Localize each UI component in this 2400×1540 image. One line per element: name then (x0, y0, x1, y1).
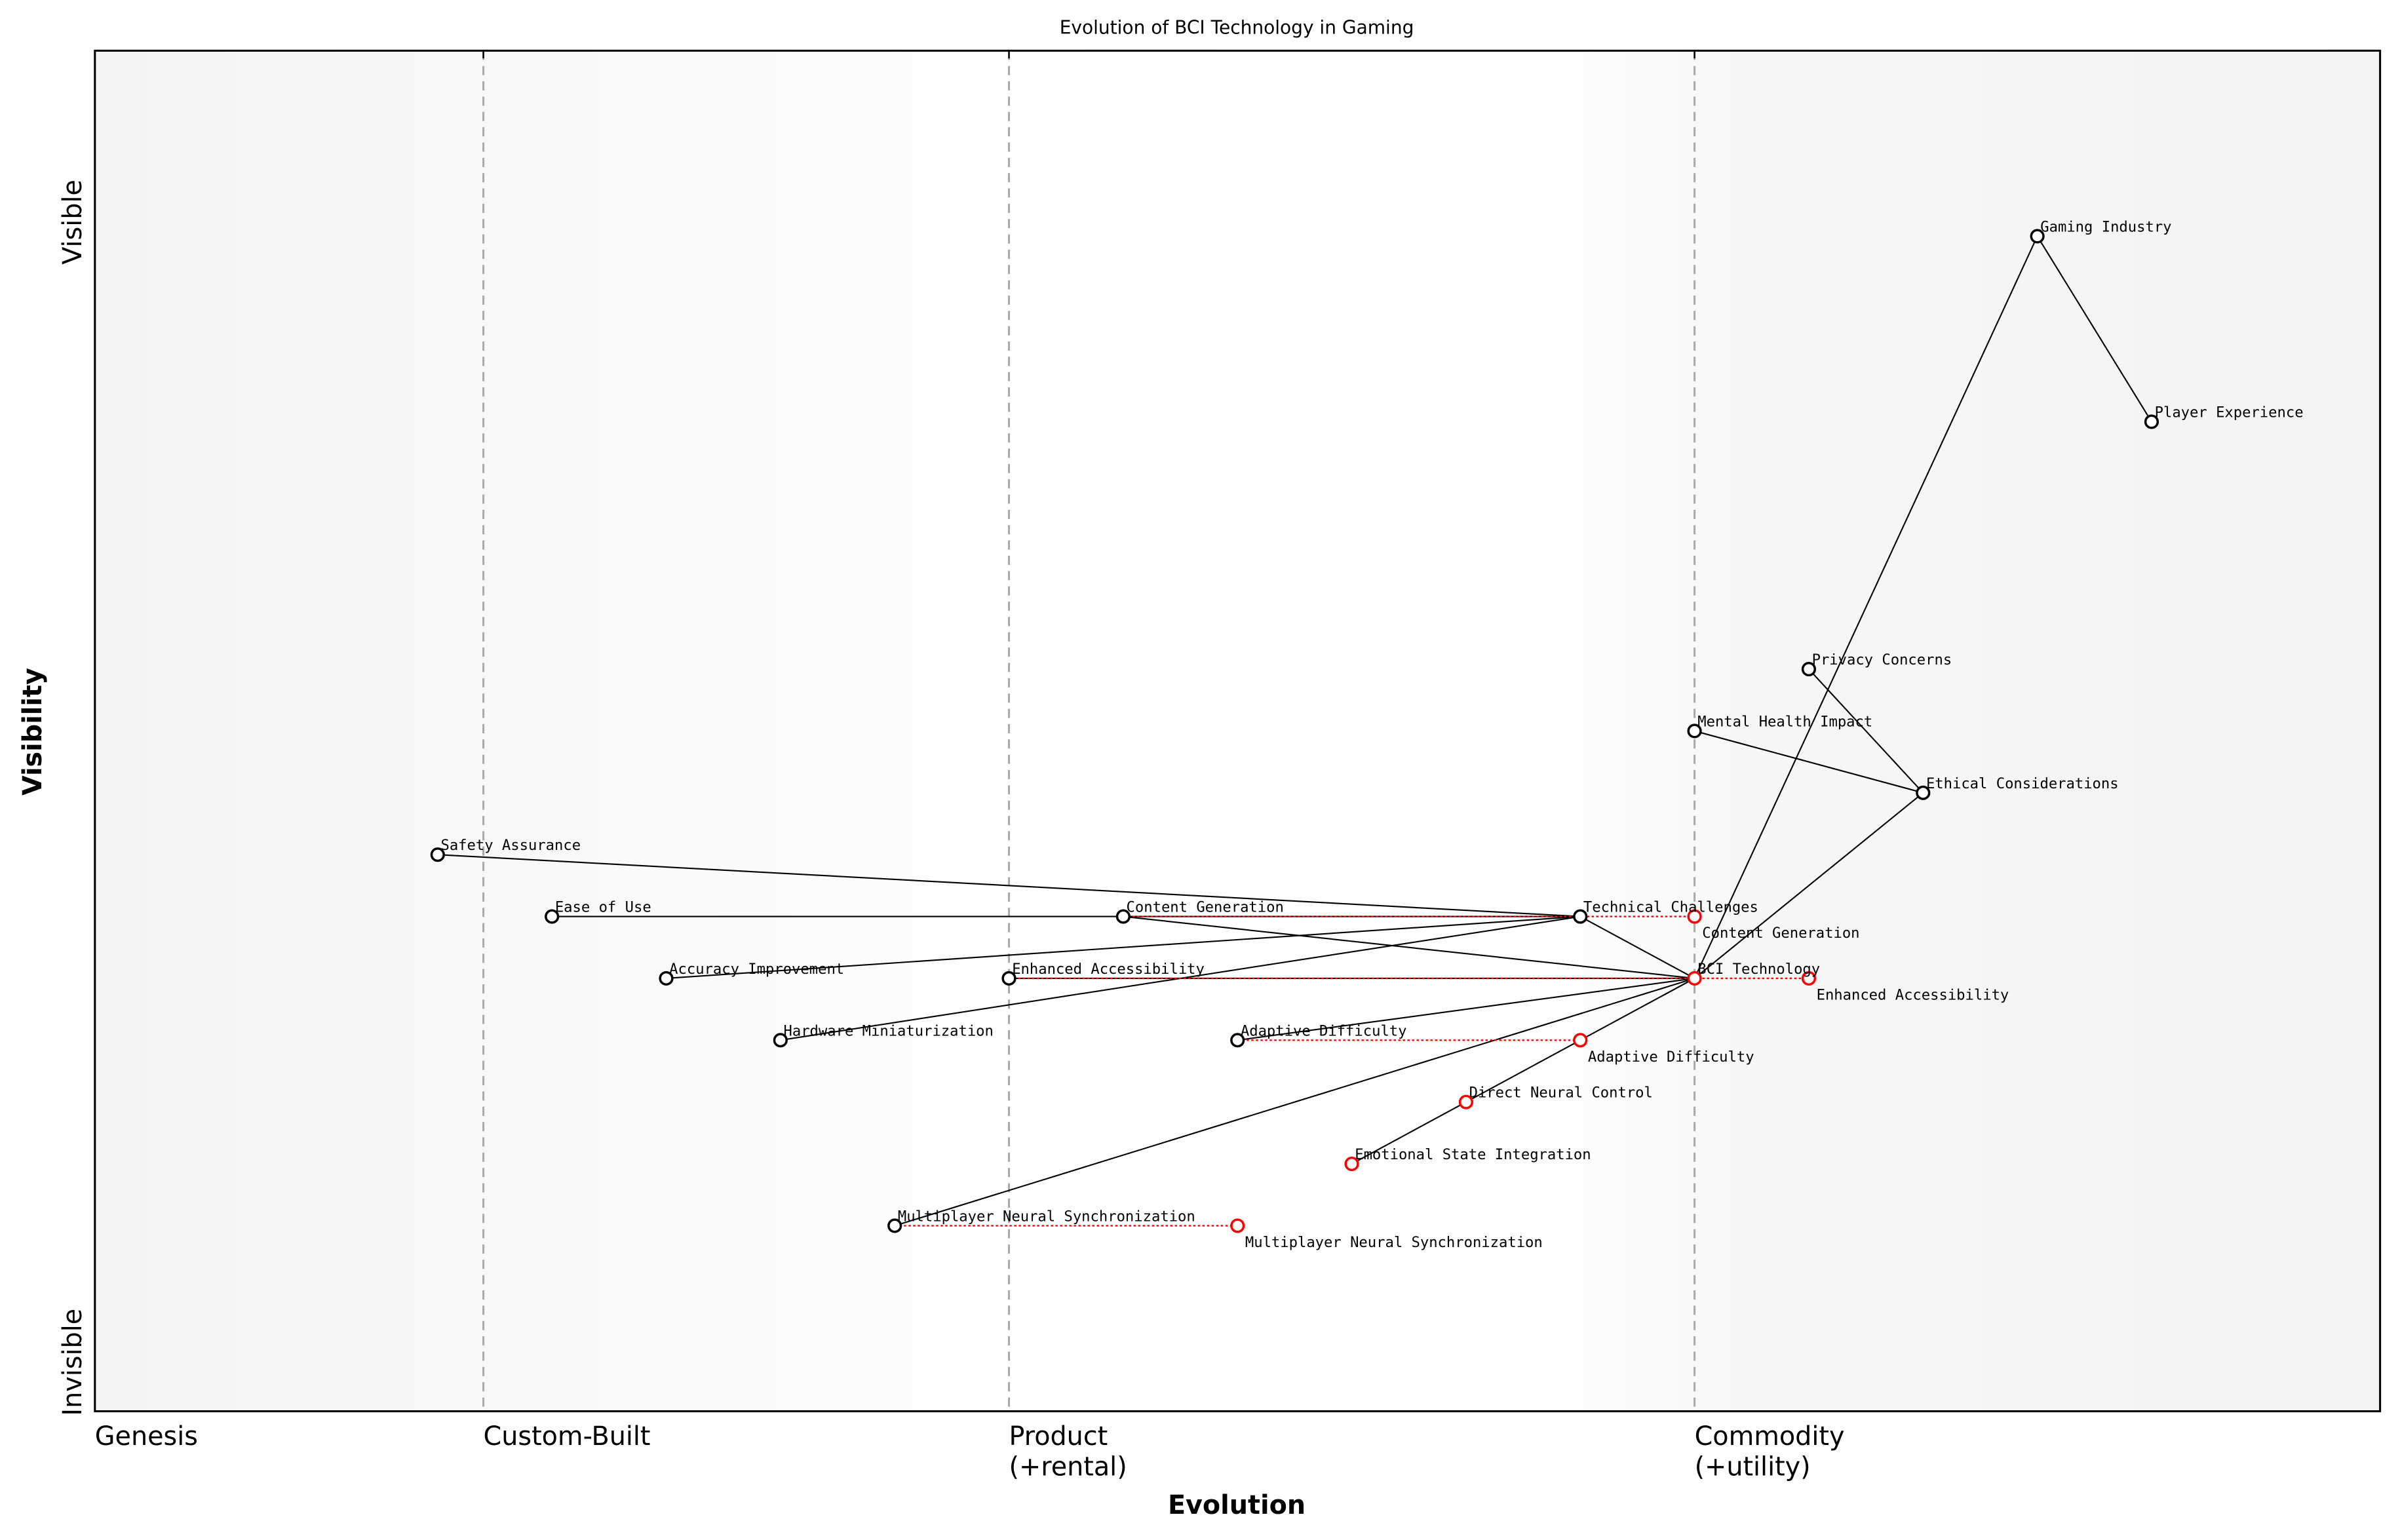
component-label: Ease of Use (555, 899, 651, 916)
component-node (1916, 785, 1931, 800)
dependency-link (2036, 235, 2152, 423)
evolved-component-label: Enhanced Accessibility (1817, 987, 2009, 1004)
evolved-component-node (1573, 1033, 1588, 1048)
component-label: Mental Health Impact (1697, 713, 1872, 730)
component-node (1458, 1094, 1473, 1109)
plot-frame (94, 49, 2382, 1413)
y-tick-label: Visible (58, 180, 88, 265)
evolved-component-node (1801, 971, 1817, 986)
component-label: Adaptive Difficulty (1241, 1022, 1407, 1039)
component-label: Hardware Miniaturization (784, 1022, 994, 1039)
component-label: Privacy Concerns (1812, 651, 1952, 668)
dependency-link (1694, 730, 1924, 794)
evolved-component-node (1687, 909, 1702, 924)
dependency-link (1579, 915, 1695, 979)
component-label: Technical Challenges (1583, 899, 1758, 916)
component-label: Safety Assurance (440, 837, 581, 854)
component-node (2144, 414, 2159, 429)
component-node (430, 847, 445, 862)
component-label: Multiplayer Neural Synchronization (898, 1208, 1195, 1225)
component-node (2030, 229, 2045, 244)
dependency-link (894, 977, 1695, 1227)
y-tick-label: Invisible (58, 1309, 88, 1416)
component-node (1573, 909, 1588, 924)
component-label: Player Experience (2155, 404, 2304, 421)
x-tick-label: Commodity (+utility) (1695, 1421, 1845, 1482)
component-label: Gaming Industry (2040, 218, 2171, 235)
component-label: Emotional State Integration (1355, 1146, 1591, 1163)
component-node (1687, 723, 1702, 739)
evolved-component-node (1230, 1218, 1245, 1233)
dependency-link (1694, 236, 2038, 979)
component-node (659, 971, 674, 986)
dependency-link (1351, 1101, 1467, 1165)
component-node (1230, 1033, 1245, 1048)
y-axis-label: Visibility (18, 668, 48, 796)
chart-title: Evolution of BCI Technology in Gaming (1060, 17, 1414, 39)
component-node (1001, 971, 1016, 986)
component-label: Content Generation (1127, 899, 1284, 916)
component-node (1687, 971, 1702, 986)
evolved-component-label: Content Generation (1702, 925, 1859, 942)
component-node (887, 1218, 902, 1233)
dependency-link (666, 915, 1581, 979)
dependency-link (437, 854, 1581, 917)
dependency-link (1237, 977, 1695, 1041)
component-node (773, 1033, 788, 1048)
x-axis-label: Evolution (1168, 1490, 1306, 1520)
component-node (1344, 1156, 1359, 1172)
plot-background (94, 50, 2380, 1412)
evolved-component-label: Multiplayer Neural Synchronization (1245, 1234, 1543, 1251)
component-label: Ethical Considerations (1926, 775, 2119, 792)
x-tick-label: Genesis (95, 1421, 198, 1452)
evolved-component-label: Adaptive Difficulty (1588, 1049, 1754, 1066)
component-label: Direct Neural Control (1469, 1085, 1653, 1102)
component-node (545, 909, 560, 924)
component-node (1115, 909, 1131, 924)
x-tick-label: Product (+rental) (1009, 1421, 1127, 1482)
x-tick-label: Custom-Built (484, 1421, 651, 1452)
component-label: Enhanced Accessibility (1012, 961, 1205, 978)
component-label: Accuracy Improvement (669, 961, 844, 978)
component-label: BCI Technology (1697, 961, 1820, 978)
dependency-link (1123, 915, 1695, 979)
component-node (1801, 661, 1817, 677)
dependency-link (1808, 668, 1924, 794)
dependency-link (1694, 792, 1924, 979)
